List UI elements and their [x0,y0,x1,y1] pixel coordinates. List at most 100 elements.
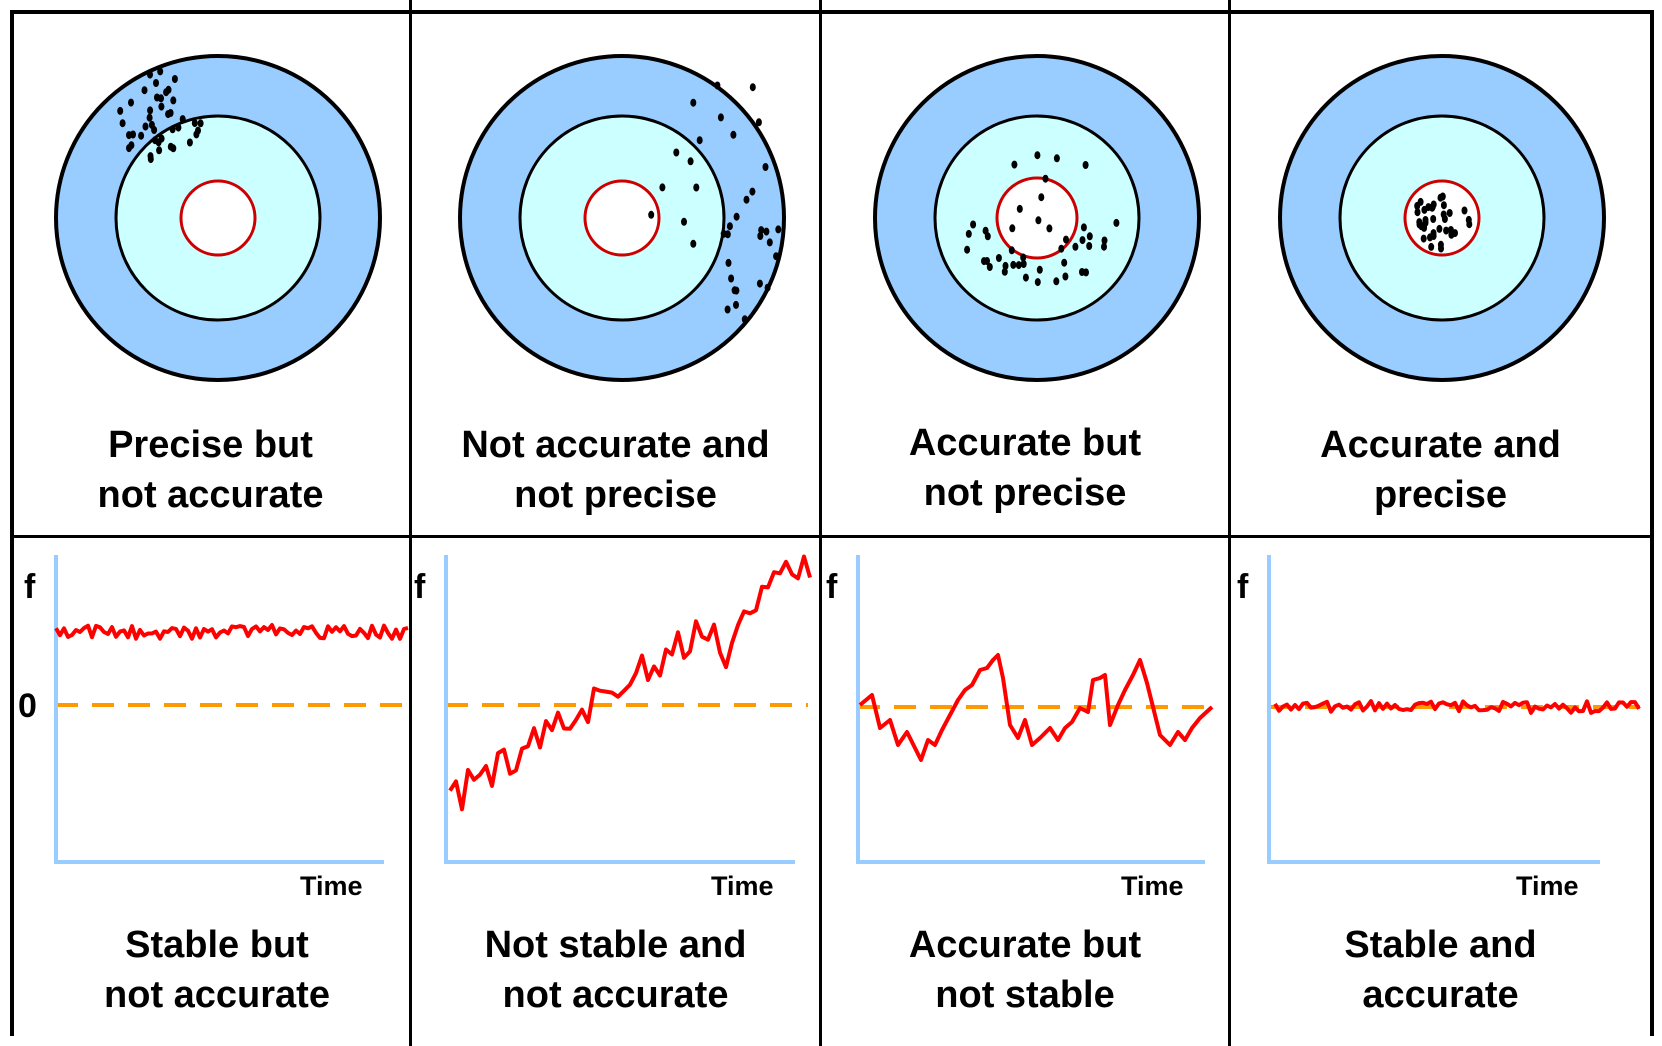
stability-plot-3: f Time [826,555,1214,901]
caption-line: Accurate and [1320,424,1561,466]
hit-dot [1072,242,1079,251]
hit-dot [681,217,687,226]
bullseye [179,179,257,257]
caption-line: Accurate but [908,924,1142,966]
hit-dot [141,86,148,95]
hit-dot [126,131,132,140]
hit-dot [1414,208,1421,217]
target-4 [1278,54,1606,382]
hit-dot [158,94,164,103]
hit-dot [775,225,782,234]
hit-dot [128,141,135,150]
hit-dot [1015,261,1022,270]
hit-dot [147,70,153,79]
hit-dot [155,138,162,147]
signal-line [1273,699,1641,715]
hit-dot [726,222,733,231]
hit-dot [1061,258,1068,267]
hit-dot [1452,229,1458,238]
hit-dot [1001,267,1008,276]
hit-dot [725,258,732,267]
hit-dot [1101,236,1108,245]
hit-dot [1416,220,1423,229]
hit-dot [153,79,159,87]
stability-plot-1: f Time 0 [18,555,410,901]
hit-dot [964,245,971,254]
caption-line: Precise but [108,424,313,466]
hit-dot [1046,224,1053,233]
signal-line [858,653,1214,762]
hit-dot [986,263,993,271]
stability-plot-2: f Time [414,554,812,901]
hit-dot [764,283,771,292]
hit-dot [142,122,149,131]
hit-dot [1008,246,1015,255]
caption-line: accurate [1362,974,1519,1016]
hit-dot [179,115,186,124]
hit-dot [1461,206,1468,215]
hit-dot [714,81,721,90]
hit-dot [690,98,697,107]
hit-dot [696,136,703,145]
hit-dot [1425,203,1432,212]
hit-dot [1002,261,1009,270]
x-axis-label: Time [1516,871,1579,901]
hit-dot [165,85,172,94]
hit-dot [1437,240,1444,249]
hit-dot [733,286,740,295]
hit-dot [186,138,193,147]
target-caption-2: Not accurate and not precise [412,420,819,520]
hit-dot [1439,192,1446,201]
hit-dot [1034,278,1041,287]
hit-dot [138,131,145,140]
hit-dot [1082,161,1089,169]
hit-dot [191,119,198,128]
hit-dot [773,252,780,261]
hit-dot [1436,224,1443,233]
hit-dot [170,96,177,105]
hit-dot [1038,193,1045,202]
hit-dot [763,227,770,236]
hit-dot [1430,200,1437,209]
hit-dot [1086,242,1093,250]
hit-dot [1034,151,1041,160]
hit-dot [1427,233,1433,242]
caption-line: precise [1373,474,1508,516]
hit-dot [1020,253,1027,262]
hit-dot [147,155,154,164]
target-1 [54,54,382,382]
hit-dot [1079,236,1086,245]
plot-caption-3: Accurate but not stable [822,920,1228,1020]
hit-dot [659,183,666,192]
target-caption-1: Precise but not accurate [12,420,409,520]
hit-dot [1016,204,1023,213]
hit-dot [687,157,694,166]
column-divider-3 [1228,0,1231,1046]
plot-caption-1: Stable but not accurate [12,920,422,1020]
hit-dot [733,212,740,221]
hit-dot [1441,215,1448,223]
caption-line: Accurate but [908,422,1142,464]
caption-line: not precise [923,472,1127,514]
hit-dot [1010,260,1017,269]
hit-dot [984,257,990,265]
hit-dot [749,187,756,196]
hit-dot [1035,216,1042,225]
plot-caption-2: Not stable and not accurate [412,920,819,1020]
hit-dot [197,119,204,128]
hit-dot [766,238,773,247]
hit-dot [733,300,739,309]
caption-line: not accurate [97,474,324,516]
figure-frame [10,10,1654,1036]
hit-dot [1443,226,1450,235]
hit-dot [1058,244,1065,253]
hit-dot [1080,223,1087,232]
caption-line: not stable [935,974,1115,1016]
hit-dot [1113,218,1120,227]
hit-dot [965,229,972,238]
hit-dot [147,106,154,115]
hit-dot [1440,201,1447,210]
x-axis-label: Time [1121,871,1184,901]
hit-dot [1062,272,1069,281]
